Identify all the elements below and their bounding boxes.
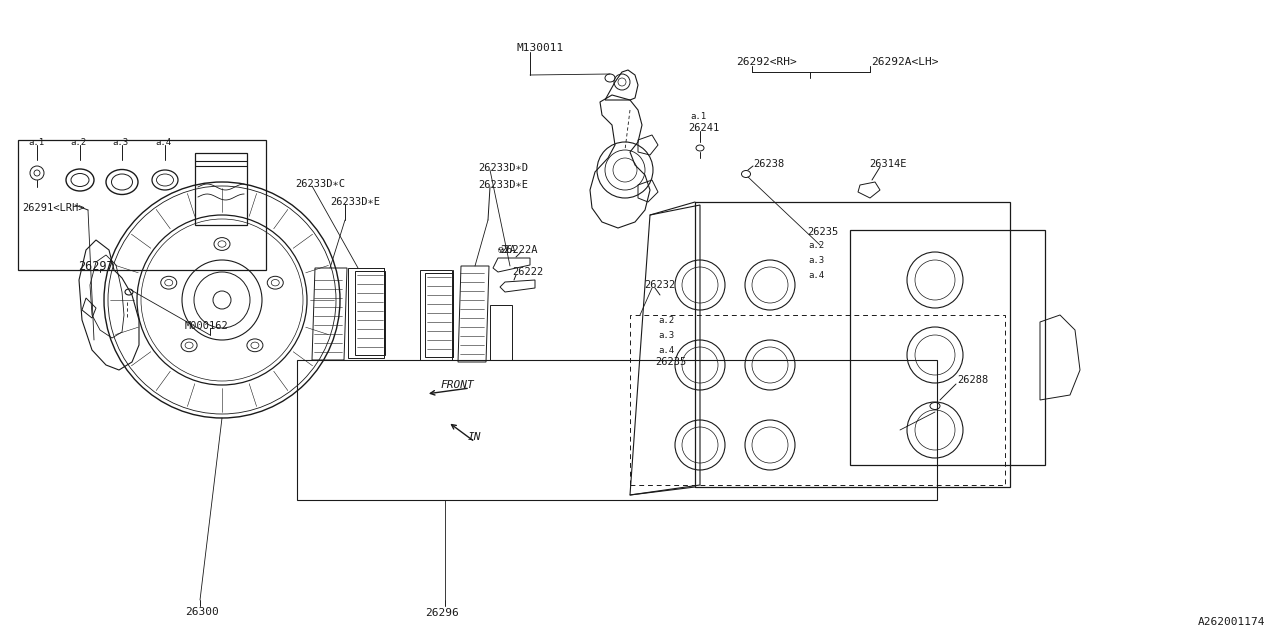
Text: 26314E: 26314E: [869, 159, 906, 169]
Bar: [850, 230, 1044, 465]
Text: IN: IN: [468, 432, 481, 442]
Text: 26233D∗D: 26233D∗D: [477, 163, 529, 173]
Text: 26233D∗E: 26233D∗E: [330, 197, 380, 207]
Bar: [630, 315, 1005, 485]
Text: 26296: 26296: [425, 608, 458, 618]
Text: a.3: a.3: [658, 330, 675, 339]
Text: 26292<RH>: 26292<RH>: [736, 57, 796, 67]
Text: 26241: 26241: [689, 123, 719, 133]
Text: 26291<LRH>: 26291<LRH>: [22, 203, 84, 213]
Text: a.4: a.4: [658, 346, 675, 355]
Text: A262001174: A262001174: [1198, 617, 1265, 627]
Text: 26233D∗C: 26233D∗C: [294, 179, 346, 189]
Text: a.2: a.2: [808, 241, 824, 250]
Text: a.4: a.4: [155, 138, 172, 147]
Text: ☢2A: ☢2A: [498, 245, 516, 255]
Text: 26233D∗E: 26233D∗E: [477, 180, 529, 190]
Text: M000162: M000162: [186, 321, 229, 331]
Bar: [695, 202, 1010, 487]
Bar: [18, 140, 266, 270]
Text: 26292A<LH>: 26292A<LH>: [870, 57, 938, 67]
Text: a.1: a.1: [28, 138, 44, 147]
Bar: [195, 153, 247, 225]
Text: a.3: a.3: [113, 138, 128, 147]
Text: 26238: 26238: [753, 159, 785, 169]
Text: 26222: 26222: [512, 267, 543, 277]
Text: 26235: 26235: [655, 357, 686, 367]
Text: 26235: 26235: [806, 227, 838, 237]
Text: 26297: 26297: [78, 259, 114, 273]
Text: 26222A: 26222A: [500, 245, 538, 255]
Bar: [297, 360, 937, 500]
Text: a.3: a.3: [808, 255, 824, 264]
Text: 26232: 26232: [644, 280, 676, 290]
Text: a.2: a.2: [70, 138, 86, 147]
Text: M130011: M130011: [516, 43, 563, 53]
Text: 26288: 26288: [957, 375, 988, 385]
Text: FRONT: FRONT: [440, 380, 474, 390]
Text: a.2: a.2: [658, 316, 675, 324]
Text: a.1: a.1: [690, 111, 707, 120]
Text: a.4: a.4: [808, 271, 824, 280]
Text: 26300: 26300: [186, 607, 219, 617]
